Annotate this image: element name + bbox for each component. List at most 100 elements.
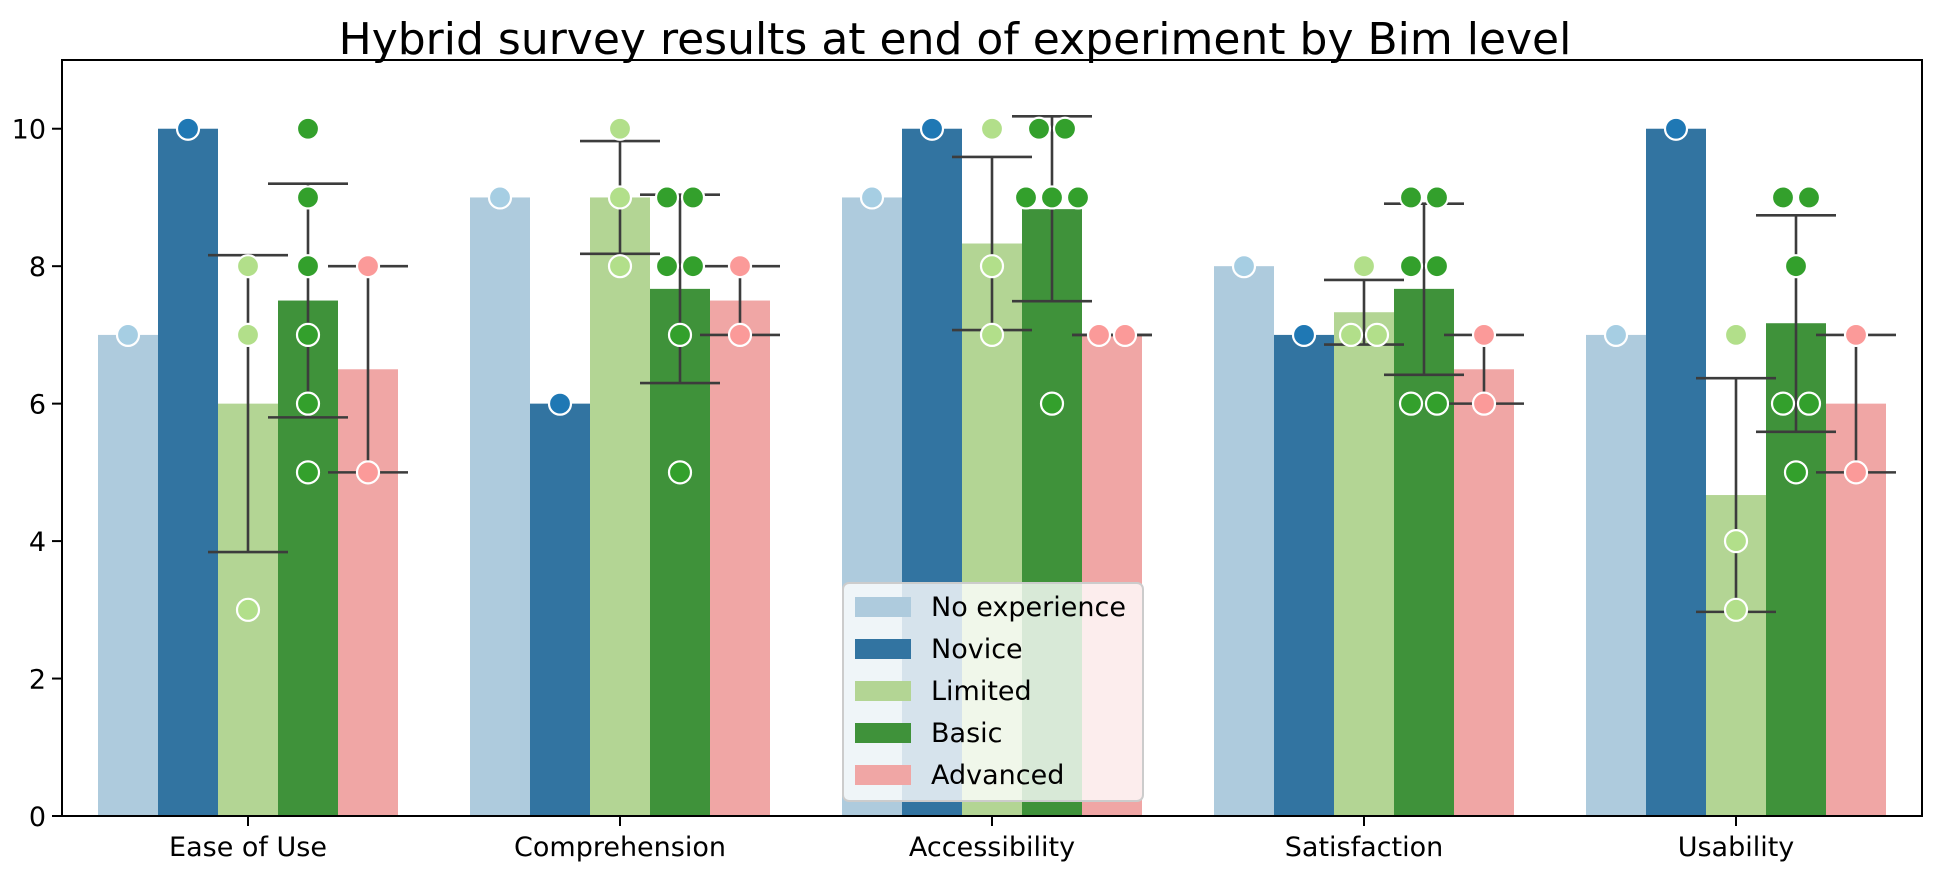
bar xyxy=(1214,266,1274,816)
bar xyxy=(98,334,158,816)
legend-swatch xyxy=(855,681,911,701)
bar xyxy=(1394,288,1454,816)
data-point xyxy=(1013,185,1039,210)
data-point xyxy=(1065,185,1091,210)
data-point xyxy=(680,185,706,210)
data-point xyxy=(919,116,945,141)
points-layer xyxy=(115,116,1869,622)
data-point xyxy=(1398,185,1424,210)
data-point xyxy=(175,116,201,141)
axis-layer: 0 2 4 6 8 10 Ease of Use Comprehension Accessibi… xyxy=(12,115,1795,863)
data-point xyxy=(1770,391,1796,416)
data-point xyxy=(1039,391,1065,416)
data-point xyxy=(1231,254,1257,279)
data-point xyxy=(1723,322,1749,348)
legend-swatch xyxy=(855,765,911,785)
x-tick-label: Usability xyxy=(1678,832,1795,863)
data-point xyxy=(1796,185,1822,210)
legend-label: Limited xyxy=(931,676,1032,707)
data-point xyxy=(1796,391,1822,416)
data-point xyxy=(1723,597,1749,622)
y-tick-label: 4 xyxy=(29,527,46,558)
y-tick-label: 6 xyxy=(29,390,46,421)
data-point xyxy=(859,185,885,210)
bar xyxy=(1334,312,1394,816)
bar xyxy=(710,300,770,817)
data-point xyxy=(235,254,261,279)
x-tick-label: Comprehension xyxy=(514,832,726,863)
legend-swatch xyxy=(855,639,911,659)
data-point xyxy=(1843,460,1869,485)
data-point xyxy=(1603,322,1629,348)
data-point xyxy=(1052,116,1078,141)
x-tick-label: Accessibility xyxy=(909,832,1075,863)
data-point xyxy=(654,254,680,279)
data-point xyxy=(1086,322,1112,348)
data-point xyxy=(1338,322,1364,348)
data-point xyxy=(295,185,321,210)
data-point xyxy=(680,254,706,279)
bar xyxy=(1646,128,1706,816)
legend: No experience Novice Limited Basic Advanced xyxy=(842,582,1144,802)
bar xyxy=(470,197,530,817)
data-point xyxy=(1291,322,1317,348)
data-point xyxy=(1843,322,1869,348)
data-point xyxy=(1770,185,1796,210)
y-tick-label: 10 xyxy=(12,115,46,146)
data-point xyxy=(607,254,633,279)
data-point xyxy=(1424,254,1450,279)
legend-label: Advanced xyxy=(931,760,1064,791)
data-point xyxy=(487,185,513,210)
data-point xyxy=(654,185,680,210)
data-point xyxy=(1424,391,1450,416)
error-bars-layer xyxy=(208,115,1896,614)
data-point xyxy=(607,116,633,141)
data-point xyxy=(1364,322,1390,348)
data-point xyxy=(1663,116,1689,141)
data-point xyxy=(1026,116,1052,141)
data-point xyxy=(1398,254,1424,279)
data-point xyxy=(295,322,321,348)
data-point xyxy=(667,322,693,348)
data-point xyxy=(727,322,753,348)
data-point xyxy=(1723,528,1749,554)
x-tick-label: Satisfaction xyxy=(1285,832,1443,863)
bar xyxy=(530,403,590,816)
data-point xyxy=(547,391,573,416)
legend-label: Novice xyxy=(931,634,1023,665)
legend-swatch xyxy=(855,597,911,617)
data-point xyxy=(1039,185,1065,210)
data-point xyxy=(667,460,693,485)
data-point xyxy=(1398,391,1424,416)
data-point xyxy=(235,322,261,348)
data-point xyxy=(295,391,321,416)
data-point xyxy=(295,116,321,141)
data-point xyxy=(355,460,381,485)
data-point xyxy=(1424,185,1450,210)
bar xyxy=(1586,334,1646,816)
data-point xyxy=(1783,460,1809,485)
data-point xyxy=(115,322,141,348)
bar xyxy=(590,197,650,817)
data-point xyxy=(1471,391,1497,416)
legend-label: Basic xyxy=(931,718,1002,749)
y-tick-label: 2 xyxy=(29,665,46,696)
y-tick-label: 8 xyxy=(29,252,46,283)
bar xyxy=(158,128,218,816)
data-point xyxy=(727,254,753,279)
bar xyxy=(1454,369,1514,816)
bar xyxy=(1274,334,1334,816)
legend-label: No experience xyxy=(931,592,1126,623)
data-point xyxy=(979,254,1005,279)
data-point xyxy=(1471,322,1497,348)
data-point xyxy=(1351,254,1377,279)
legend-swatch xyxy=(855,723,911,743)
data-point xyxy=(295,460,321,485)
y-tick-label: 0 xyxy=(29,802,46,833)
data-point xyxy=(355,254,381,279)
data-point xyxy=(235,597,261,622)
data-point xyxy=(979,322,1005,348)
x-tick-label: Ease of Use xyxy=(169,832,327,863)
data-point xyxy=(1112,322,1138,348)
